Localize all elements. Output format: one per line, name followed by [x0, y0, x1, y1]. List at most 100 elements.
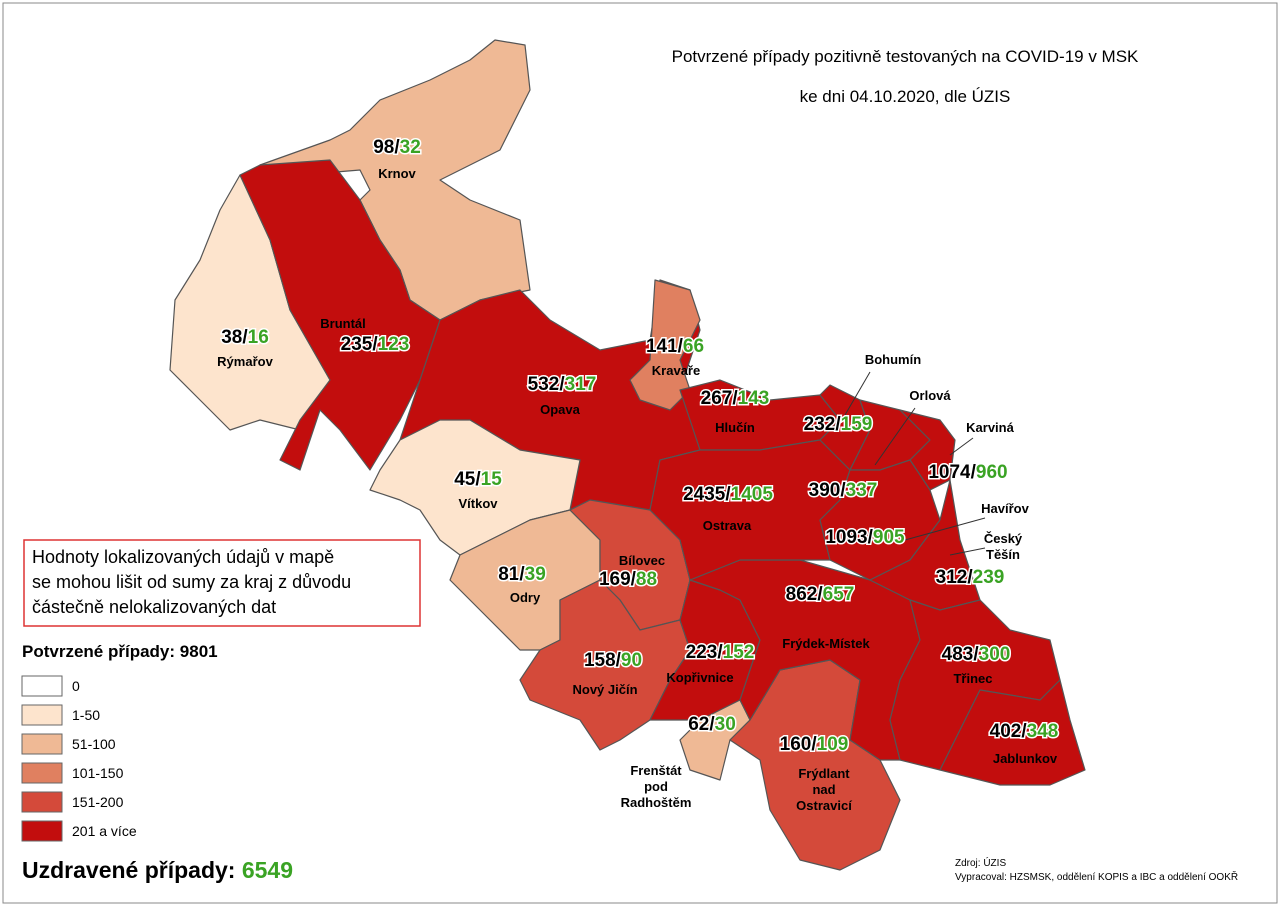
region-name: nad: [812, 782, 835, 797]
confirmed-count: 2435: [683, 484, 726, 505]
recovered-count: 109: [817, 734, 849, 755]
case-label: 267/143: [701, 388, 770, 409]
region-name: Karviná: [966, 420, 1014, 435]
recovered-count: 300: [979, 644, 1011, 665]
confirmed-count: 1093: [825, 527, 867, 548]
region-name: Krnov: [378, 166, 416, 181]
confirmed-count: 402: [990, 721, 1022, 742]
separator: /: [817, 584, 823, 605]
region-name: Frenštát: [630, 763, 682, 778]
separator: /: [475, 469, 481, 490]
case-label: 38/16: [221, 327, 269, 348]
confirmed-count: 223: [686, 642, 718, 663]
confirmed-count: 98: [373, 137, 394, 158]
case-label: 98/32: [373, 137, 421, 158]
legend-title-label: Potvrzené případy:: [22, 642, 175, 661]
case-label: 169/88: [599, 569, 657, 590]
separator: /: [967, 567, 973, 588]
region-name: Ostravicí: [796, 798, 852, 813]
case-label: 2435/1405: [683, 484, 773, 505]
legend-swatch: [21, 704, 63, 726]
case-label: 223/152: [686, 642, 755, 663]
title-line: ke dni 04.10.2020, dle ÚZIS: [800, 87, 1011, 106]
legend-label: 0: [72, 678, 80, 694]
recovered-count: 337: [846, 480, 878, 501]
confirmed-count: 1074: [928, 462, 971, 483]
separator: /: [717, 642, 723, 663]
leader-line: [844, 371, 871, 416]
confirmed-count: 235: [341, 334, 373, 355]
regions: [169, 39, 1086, 871]
confirmed-count: 862: [786, 584, 818, 605]
recovered-count: 39: [525, 564, 546, 585]
case-label: 158/90: [584, 650, 642, 671]
confirmed-count: 38: [221, 327, 242, 348]
note-line: Hodnoty lokalizovaných údajů v mapě: [32, 547, 334, 567]
source-line: Vypracoval: HZSMSK, oddělení KOPIS a IBC…: [955, 870, 1238, 883]
separator: /: [725, 484, 731, 505]
case-label: 232/159: [804, 414, 873, 435]
region-name: Kopřivnice: [666, 670, 733, 685]
leader-line: [874, 407, 916, 466]
region-name: Hlučín: [715, 420, 755, 435]
note-line: se mohou lišit od sumy za kraj z důvodu: [32, 572, 351, 592]
recovered-count: 15: [481, 469, 503, 490]
note-line: částečně nelokalizovaných dat: [32, 597, 276, 617]
region-name: Bohumín: [865, 352, 921, 367]
separator: /: [971, 462, 977, 483]
legend-label: 201 a více: [72, 823, 137, 839]
leader-line: [949, 437, 974, 456]
separator: /: [678, 336, 684, 357]
region: [819, 459, 941, 581]
legend-label: 101-150: [72, 765, 124, 781]
case-label: 862/657: [786, 584, 855, 605]
separator: /: [394, 137, 400, 158]
region: [519, 579, 691, 751]
case-label: 1093/905: [825, 527, 905, 548]
region-name: Bílovec: [619, 553, 665, 568]
recovered-count: 66: [683, 336, 704, 357]
case-label: 532/317: [528, 374, 597, 395]
case-label: 160/109: [780, 734, 849, 755]
separator: /: [973, 644, 979, 665]
region-name: Rýmařov: [217, 354, 273, 369]
recovered-count: 30: [715, 714, 736, 735]
labels: 98/32Krnov38/16Rýmařov235/123Bruntál532/…: [217, 136, 1060, 814]
region: [629, 279, 701, 411]
region-name: Třinec: [953, 671, 992, 686]
region-name: Opava: [540, 402, 581, 417]
legend-swatch: [21, 675, 63, 697]
confirmed-count: 390: [809, 480, 841, 501]
separator: /: [835, 414, 841, 435]
confirmed-count: 532: [528, 374, 560, 395]
recovered-count: 905: [873, 527, 905, 548]
separator: /: [811, 734, 817, 755]
separator: /: [559, 374, 565, 395]
region-name: Orlová: [909, 388, 951, 403]
region-name: Radhoštěm: [621, 795, 692, 810]
confirmed-count: 160: [780, 734, 812, 755]
region-name: Odry: [510, 590, 541, 605]
case-label: 402/348: [990, 721, 1059, 742]
confirmed-count: 169: [599, 569, 631, 590]
legend-label: 151-200: [72, 794, 124, 810]
case-label: 312/239: [936, 567, 1005, 588]
case-label: 483/300: [942, 644, 1011, 665]
recovered-count: 239: [973, 567, 1005, 588]
legend-title: Potvrzené případy: 9801: [22, 642, 218, 661]
separator: /: [1021, 721, 1027, 742]
case-label: 62/30: [688, 714, 736, 735]
separator: /: [242, 327, 248, 348]
recovered-count: 90: [621, 650, 642, 671]
confirmed-count: 45: [454, 469, 476, 490]
case-label: 235/123: [341, 334, 410, 355]
confirmed-count: 62: [688, 714, 709, 735]
region-name: Jablunkov: [993, 751, 1058, 766]
confirmed-count: 158: [584, 650, 616, 671]
case-label: 45/15: [454, 469, 502, 490]
title-line: Potvrzené případy pozitivně testovaných …: [672, 47, 1139, 66]
confirmed-count: 483: [942, 644, 974, 665]
case-label: 81/39: [498, 564, 546, 585]
confirmed-count: 141: [646, 336, 678, 357]
